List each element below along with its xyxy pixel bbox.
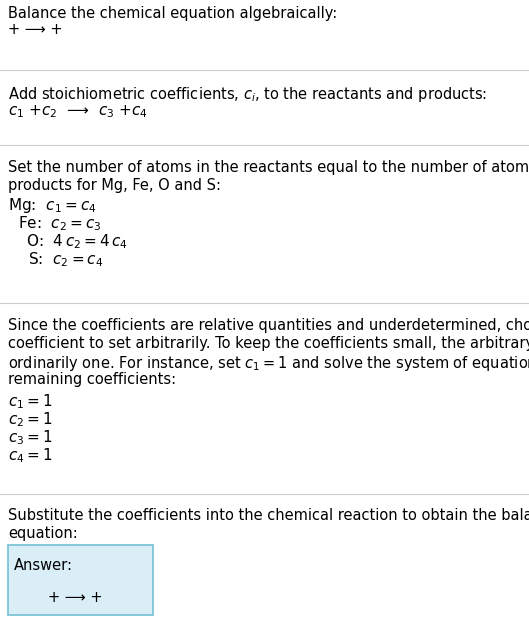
Text: $c_2 = 1$: $c_2 = 1$ <box>8 410 52 429</box>
Text: remaining coefficients:: remaining coefficients: <box>8 372 176 387</box>
Text: products for Mg, Fe, O and S:: products for Mg, Fe, O and S: <box>8 178 221 193</box>
Text: + ⟶ +: + ⟶ + <box>48 590 102 605</box>
Text: Mg:  $c_1 = c_4$: Mg: $c_1 = c_4$ <box>8 196 96 215</box>
Text: Answer:: Answer: <box>14 558 73 573</box>
Text: Fe:  $c_2 = c_3$: Fe: $c_2 = c_3$ <box>18 214 102 233</box>
Text: + ⟶ +: + ⟶ + <box>8 22 62 37</box>
Text: $c_1 = 1$: $c_1 = 1$ <box>8 392 52 411</box>
Text: S:  $c_2 = c_4$: S: $c_2 = c_4$ <box>28 250 103 269</box>
Text: $c_3 = 1$: $c_3 = 1$ <box>8 428 52 447</box>
Text: $c_4 = 1$: $c_4 = 1$ <box>8 446 52 465</box>
Text: Balance the chemical equation algebraically:: Balance the chemical equation algebraica… <box>8 6 338 21</box>
Text: $c_1$ +$c_2$  ⟶  $c_3$ +$c_4$: $c_1$ +$c_2$ ⟶ $c_3$ +$c_4$ <box>8 103 148 120</box>
Text: O:  $4\,c_2 = 4\,c_4$: O: $4\,c_2 = 4\,c_4$ <box>26 232 128 250</box>
Text: equation:: equation: <box>8 526 78 541</box>
Text: ordinarily one. For instance, set $c_1 = 1$ and solve the system of equations fo: ordinarily one. For instance, set $c_1 =… <box>8 354 529 373</box>
Text: Since the coefficients are relative quantities and underdetermined, choose a: Since the coefficients are relative quan… <box>8 318 529 333</box>
FancyBboxPatch shape <box>8 545 153 615</box>
Text: coefficient to set arbitrarily. To keep the coefficients small, the arbitrary va: coefficient to set arbitrarily. To keep … <box>8 336 529 351</box>
Text: Add stoichiometric coefficients, $c_i$, to the reactants and products:: Add stoichiometric coefficients, $c_i$, … <box>8 85 487 104</box>
Text: Substitute the coefficients into the chemical reaction to obtain the balanced: Substitute the coefficients into the che… <box>8 508 529 523</box>
Text: Set the number of atoms in the reactants equal to the number of atoms in the: Set the number of atoms in the reactants… <box>8 160 529 175</box>
